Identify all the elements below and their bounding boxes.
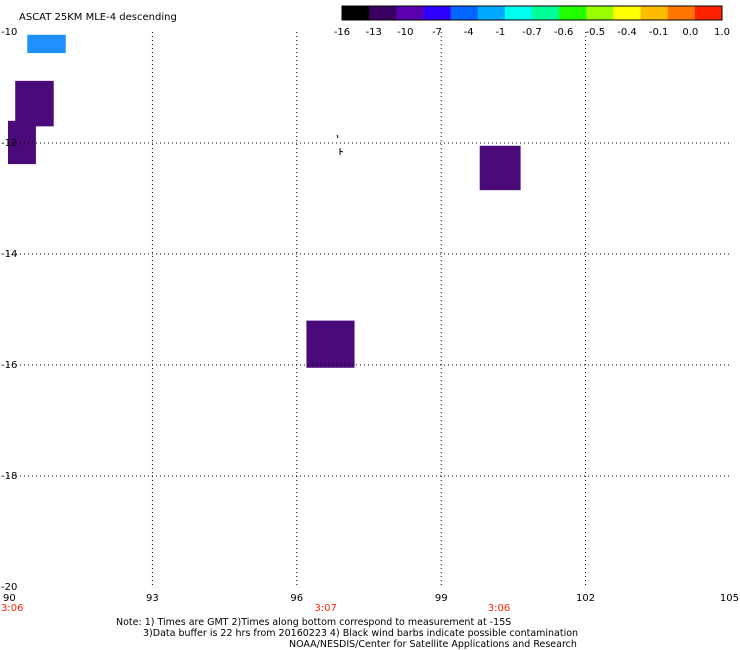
note-line-3: NOAA/NESDIS/Center for Satellite Applica…: [289, 639, 577, 650]
colorbar-label: -16: [334, 27, 350, 38]
y-tick-label: -18: [1, 471, 17, 482]
colorbar-segment: [504, 6, 533, 20]
colorbar-label: -1: [495, 27, 505, 38]
colorbar-label: -0.1: [649, 27, 669, 38]
note-line-2: 3)Data buffer is 22 hrs from 20160223 4)…: [143, 628, 579, 639]
x-tick-label: 99: [435, 593, 448, 604]
y-tick-label: -20: [1, 582, 17, 593]
colorbar-label: -10: [397, 27, 413, 38]
colorbar-segment: [396, 6, 424, 20]
colorbar-label: 1.0: [714, 27, 730, 38]
colorbar-segment: [477, 6, 506, 20]
colorbar-label: -0.6: [554, 27, 574, 38]
x-tick-label: 90: [3, 593, 16, 604]
note-line-1: Note: 1) Times are GMT 2)Times along bot…: [116, 617, 512, 628]
data-patch: [306, 320, 355, 368]
colorbar-segment: [423, 6, 452, 20]
wind-barb-icon: [336, 134, 344, 155]
time-label: 3:06: [1, 603, 23, 614]
grid-lines: [8, 32, 730, 587]
x-tick-label: 96: [290, 593, 303, 604]
colorbar-segment: [586, 6, 614, 20]
data-patch: [27, 34, 66, 54]
colorbar-label: -13: [365, 27, 381, 38]
colorbar-label: -0.5: [586, 27, 606, 38]
data-patches: [8, 34, 521, 368]
colorbar-segment: [559, 6, 587, 20]
y-tick-label: -10: [1, 27, 17, 38]
y-tick-label: -16: [1, 360, 17, 371]
y-tick-label: -12: [1, 138, 17, 149]
colorbar-label: -7: [432, 27, 442, 38]
colorbar-segment: [532, 6, 560, 20]
colorbar-segment: [694, 6, 723, 20]
x-tick-label: 105: [720, 593, 739, 604]
map-title: ASCAT 25KM MLE-4 descending: [19, 12, 177, 23]
colorbar-frame: [341, 5, 723, 21]
data-patch: [479, 145, 521, 191]
colorbar-segment: [667, 6, 696, 20]
colorbar-label: -0.7: [522, 27, 542, 38]
x-tick-label: 102: [576, 593, 595, 604]
colorbar-segment: [613, 6, 642, 20]
colorbar-segment: [342, 6, 370, 20]
time-label: 3:07: [314, 603, 336, 614]
colorbar-label: 0.0: [682, 27, 698, 38]
colorbar-label: -4: [464, 27, 474, 38]
x-tick-label: 93: [146, 593, 159, 604]
colorbar-segment: [640, 6, 669, 20]
time-label: 3:06: [488, 603, 510, 614]
data-patch: [8, 120, 36, 165]
time-labels: 3:06 3:07 3:06: [1, 603, 510, 614]
y-axis-tick-labels: -10 -12 -14 -16 -18 -20: [1, 27, 17, 593]
colorbar-labels: -16 -13 -10 -7 -4 -1 -0.7 -0.6 -0.5 -0.4 -0.1 0.0 1.…: [334, 27, 730, 38]
y-tick-label: -14: [1, 249, 17, 260]
x-axis-tick-labels: 90 93 96 99 102 105: [3, 593, 739, 604]
colorbar-segment: [369, 6, 397, 20]
colorbar-label: -0.4: [617, 27, 637, 38]
colorbar-segment: [450, 6, 479, 20]
data-patch: [15, 80, 54, 127]
colorbar: [341, 5, 723, 21]
